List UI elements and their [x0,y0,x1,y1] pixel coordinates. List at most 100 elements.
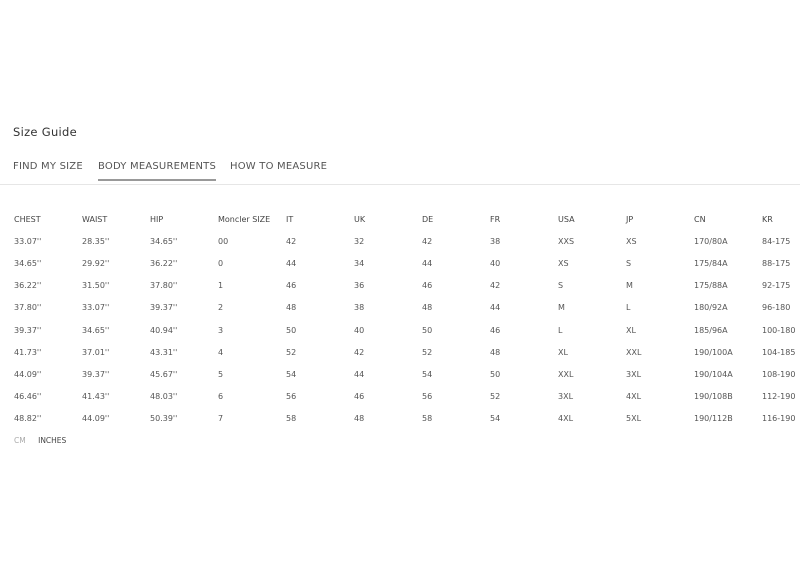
table-cell: XS [558,258,569,268]
table-cell: 190/112B [694,414,733,424]
table-cell: 4 [218,347,224,357]
table-cell: 52 [286,347,297,357]
table-cell: XS [626,236,637,246]
column-header: USA [558,214,575,224]
table-cell: M [558,303,565,313]
table-cell: XL [626,325,636,335]
table-cell: 42 [286,236,297,246]
table-cell: 37.80'' [14,303,42,313]
tab-how-to-measure[interactable]: HOW TO MEASURE [230,161,328,172]
table-cell: 37.80'' [150,281,178,291]
column-header: HIP [150,214,164,224]
table-cell: 175/88A [694,281,728,291]
table-cell: 39.37'' [150,303,178,313]
table-row: 48.82'' 44.09'' 50.39'' 7 58 48 58 54 4XL 5XL 190/… [14,408,800,430]
table-cell: 33.07'' [14,236,42,246]
table-cell: 3XL [558,392,574,402]
unit-toggle: CM INCHES [14,436,76,445]
table-cell: 41.43'' [82,392,110,402]
table-cell: 37.01'' [82,347,110,357]
table-cell: 52 [422,347,433,357]
column-header: Moncler SIZE [218,214,271,224]
size-table: CHEST WAIST HIP Moncler SIZE IT UK DE FR USA JP CN… [14,208,800,430]
column-header: WAIST [82,214,108,224]
table-cell: 190/100A [694,347,733,357]
table-cell: 88-175 [762,258,791,268]
table-cell: XXL [558,369,574,379]
column-header: UK [354,214,366,224]
table-cell: 28.35'' [82,236,110,246]
page-title: Size Guide [13,125,78,139]
table-cell: 185/96A [694,325,728,335]
table-cell: 40.94'' [150,325,178,335]
table-cell: 180/92A [694,303,728,313]
table-cell: 5 [218,369,224,379]
table-cell: 36.22'' [150,258,178,268]
table-cell: 48 [354,414,365,424]
table-cell: 104-185 [762,347,796,357]
table-cell: 190/108B [694,392,733,402]
table-cell: S [558,281,564,291]
table-row: 46.46'' 41.43'' 48.03'' 6 56 46 56 52 3XL 4XL 190/… [14,386,800,408]
table-cell: 3 [218,325,224,335]
table-cell: 92-175 [762,281,791,291]
table-cell: 5XL [626,414,642,424]
table-cell: 48 [490,347,501,357]
column-header: KR [762,214,773,224]
table-cell: 112-190 [762,392,796,402]
table-cell: 50 [286,325,297,335]
table-cell: 34.65'' [14,258,42,268]
table-cell: 43.31'' [150,347,178,357]
table-cell: 31.50'' [82,281,110,291]
table-row: 44.09'' 39.37'' 45.67'' 5 54 44 54 50 XXL 3XL 190/… [14,363,800,385]
table-row: 33.07'' 28.35'' 34.65'' 00 42 32 42 38 XXS XS 170/… [14,230,800,252]
table-cell: 50 [422,325,433,335]
table-cell: L [626,303,631,313]
table-header-row: CHEST WAIST HIP Moncler SIZE IT UK DE FR USA JP CN… [14,208,800,230]
table-cell: 46 [354,392,365,402]
table-cell: 190/104A [694,369,733,379]
table-cell: 46.46'' [14,392,42,402]
table-cell: 54 [286,369,297,379]
column-header: IT [286,214,294,224]
table-cell: 42 [490,281,501,291]
table-cell: 46 [422,281,433,291]
tab-find-my-size[interactable]: FIND MY SIZE [13,161,83,172]
unit-cm-button[interactable]: CM [14,436,26,445]
table-cell: 39.37'' [82,369,110,379]
table-cell: 29.92'' [82,258,110,268]
table-cell: 175/84A [694,258,728,268]
table-cell: 116-190 [762,414,796,424]
table-cell: 44.09'' [14,369,42,379]
table-cell: XL [558,347,568,357]
table-row: 39.37'' 34.65'' 40.94'' 3 50 40 50 46 L XL 185/96A… [14,319,800,341]
table-cell: 3XL [626,369,642,379]
table-cell: 44 [354,369,365,379]
table-cell: L [558,325,563,335]
table-cell: 84-175 [762,236,791,246]
table-cell: 36 [354,281,365,291]
table-cell: 108-190 [762,369,796,379]
table-cell: 34 [354,258,365,268]
column-header: JP [626,214,634,224]
table-cell: 41.73'' [14,347,42,357]
table-cell: 56 [422,392,433,402]
table-cell: XXS [558,236,575,246]
unit-inches-button[interactable]: INCHES [38,436,67,445]
table-cell: 33.07'' [82,303,110,313]
column-header: CHEST [14,214,41,224]
table-cell: 45.67'' [150,369,178,379]
table-row: 36.22'' 31.50'' 37.80'' 1 46 36 46 42 S M 175/88A 9… [14,275,800,297]
table-cell: 42 [354,347,365,357]
table-cell: 39.37'' [14,325,42,335]
table-cell: 44 [422,258,433,268]
tab-body-measurements[interactable]: BODY MEASUREMENTS [98,161,216,181]
table-cell: 7 [218,414,224,424]
table-cell: S [626,258,632,268]
table-row: 41.73'' 37.01'' 43.31'' 4 52 42 52 48 XL XXL 190/1… [14,341,800,363]
table-cell: 44 [490,303,501,313]
table-cell: 56 [286,392,297,402]
table-cell: 54 [422,369,433,379]
table-cell: 170/80A [694,236,728,246]
column-header: CN [694,214,706,224]
